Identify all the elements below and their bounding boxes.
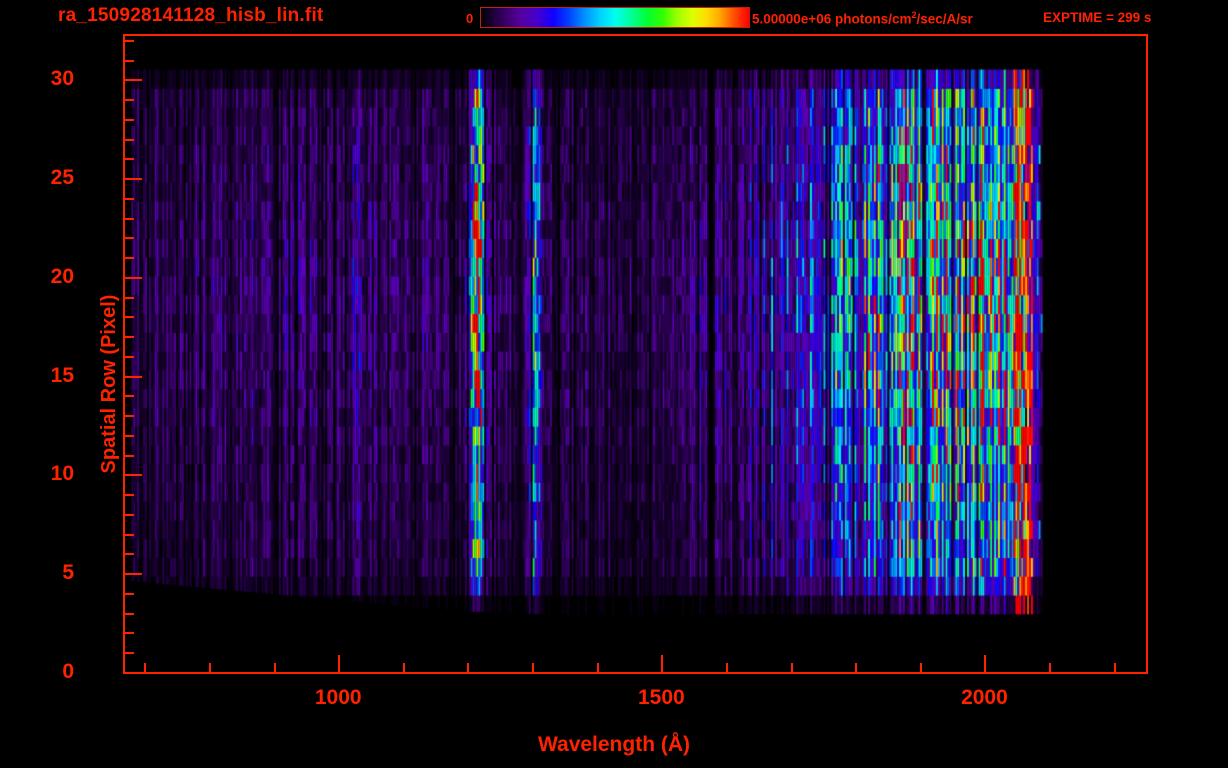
y-minor-tick xyxy=(125,257,134,260)
y-major-tick xyxy=(125,672,142,674)
x-major-tick xyxy=(338,655,341,672)
x-minor-tick xyxy=(1113,663,1116,672)
x-minor-tick xyxy=(209,663,211,672)
y-tick-label: 25 xyxy=(50,166,74,190)
y-axis-title: Spatial Row (Pixel) xyxy=(97,294,120,474)
x-minor-tick xyxy=(144,663,147,672)
x-axis-title: Wavelength (Å) xyxy=(537,733,691,756)
x-minor-tick xyxy=(919,663,922,672)
y-tick-label: 5 xyxy=(62,561,74,585)
x-minor-tick xyxy=(532,663,535,672)
colorbar-unit-suffix: /sec/A/sr xyxy=(916,11,973,27)
y-minor-tick xyxy=(125,336,134,339)
file-title: ra_150928141128_hisb_lin.fit xyxy=(58,5,324,26)
y-major-tick xyxy=(125,178,142,181)
y-minor-tick xyxy=(125,494,134,497)
colorbar-gradient xyxy=(480,7,750,28)
x-major-tick xyxy=(984,655,987,672)
y-minor-tick xyxy=(125,395,134,398)
y-minor-tick xyxy=(125,118,134,121)
y-major-tick xyxy=(125,79,142,82)
y-minor-tick xyxy=(125,158,134,161)
x-minor-tick xyxy=(273,663,276,672)
y-tick-label: 30 xyxy=(50,67,74,91)
y-major-tick xyxy=(125,474,142,477)
y-minor-tick xyxy=(125,99,134,102)
y-minor-tick xyxy=(125,59,134,62)
spectrogram-image xyxy=(125,36,1146,672)
x-minor-tick xyxy=(1049,663,1052,672)
y-minor-tick xyxy=(125,553,134,556)
y-minor-tick xyxy=(125,415,134,418)
y-minor-tick xyxy=(125,652,134,655)
y-tick-label: 10 xyxy=(50,462,74,486)
y-major-tick xyxy=(125,276,142,279)
y-minor-tick xyxy=(125,355,134,358)
y-minor-tick xyxy=(125,138,134,141)
y-minor-tick xyxy=(125,217,134,220)
y-tick-label: 20 xyxy=(50,264,74,288)
y-minor-tick xyxy=(125,592,134,595)
y-major-tick xyxy=(125,573,142,576)
colorbar-unit-exponent: 2 xyxy=(911,10,917,20)
y-minor-tick xyxy=(125,513,134,516)
y-minor-tick xyxy=(125,197,134,200)
exposure-time-label: EXPTIME = 299 s xyxy=(1043,10,1152,25)
y-tick-label: 15 xyxy=(50,363,74,387)
y-minor-tick xyxy=(125,454,134,457)
x-minor-tick xyxy=(402,663,405,672)
y-minor-tick xyxy=(125,533,134,536)
x-major-tick xyxy=(661,655,664,672)
y-minor-tick xyxy=(125,434,134,437)
y-minor-tick xyxy=(125,632,134,635)
y-minor-tick xyxy=(125,296,134,299)
x-minor-tick xyxy=(725,663,728,672)
x-minor-tick xyxy=(855,663,858,672)
x-tick-label: 2000 xyxy=(961,686,1008,709)
colorbar-unit-prefix: 5.00000e+06 photons/cm xyxy=(752,11,912,27)
x-tick-label: 1000 xyxy=(314,686,362,709)
y-tick-label: 0 xyxy=(62,660,74,683)
colorbar-max-label: 5.00000e+06 photons/cm2/sec/A/sr xyxy=(752,10,973,27)
x-minor-tick xyxy=(790,663,793,672)
colorbar-min-label: 0 xyxy=(466,11,474,26)
plot-frame xyxy=(123,34,1148,674)
x-tick-label: 1500 xyxy=(637,686,685,709)
x-minor-tick xyxy=(467,663,470,672)
y-major-tick xyxy=(125,375,142,378)
x-minor-tick xyxy=(596,663,599,672)
y-minor-tick xyxy=(125,237,134,240)
y-minor-tick xyxy=(125,39,134,42)
y-minor-tick xyxy=(125,612,134,615)
y-minor-tick xyxy=(125,316,134,319)
